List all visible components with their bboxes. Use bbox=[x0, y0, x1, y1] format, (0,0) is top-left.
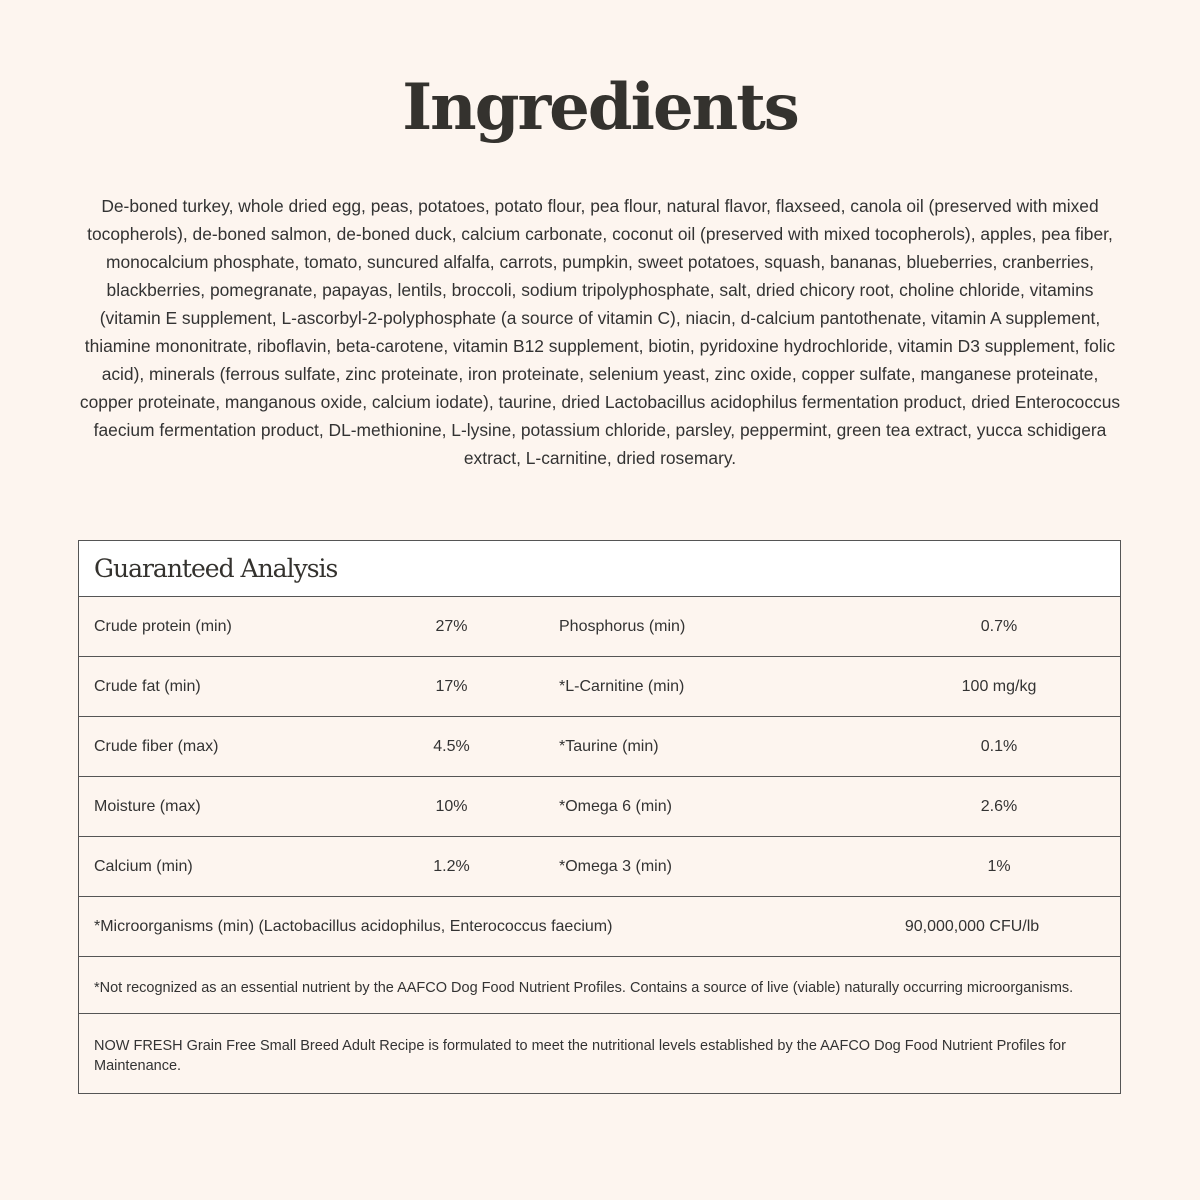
nutrient-label: Crude protein (min) bbox=[94, 617, 232, 635]
guaranteed-analysis-table: Guaranteed Analysis Crude protein (min) 2… bbox=[78, 540, 1121, 1094]
nutrient-value: 1.2% bbox=[433, 857, 470, 875]
table-title: Guaranteed Analysis bbox=[79, 541, 1120, 597]
nutrient-label: *Omega 6 (min) bbox=[559, 797, 672, 815]
nutrient-value: 4.5% bbox=[433, 737, 470, 755]
footnote: *Not recognized as an essential nutrient… bbox=[79, 957, 1120, 1014]
nutrient-label: Crude fiber (max) bbox=[94, 737, 219, 755]
nutrient-label: *L-Carnitine (min) bbox=[559, 677, 685, 695]
row-value: 90,000,000 CFU/lb bbox=[904, 917, 1040, 935]
table-row-microorganisms: *Microorganisms (min) (Lactobacillus aci… bbox=[79, 897, 1120, 957]
table-row: Crude fat (min) 17% *L-Carnitine (min) 100 … bbox=[79, 657, 1120, 717]
table-row: Crude protein (min) 27% Phosphorus (min) 0.… bbox=[79, 597, 1120, 657]
table-row: Moisture (max) 10% *Omega 6 (min) 2.6% bbox=[79, 777, 1120, 837]
nutrient-value: 2.6% bbox=[980, 797, 1018, 815]
nutrient-value: 10% bbox=[435, 797, 468, 815]
table-row: Crude fiber (max) 4.5% *Taurine (min) 0.1% bbox=[79, 717, 1120, 777]
table-row: Calcium (min) 1.2% *Omega 3 (min) 1% bbox=[79, 837, 1120, 897]
aafco-statement: NOW FRESH Grain Free Small Breed Adult R… bbox=[94, 1038, 1066, 1074]
nutrient-value: 17% bbox=[435, 677, 468, 695]
nutrient-value: 100 mg/kg bbox=[961, 677, 1037, 695]
nutrient-value: 0.7% bbox=[980, 617, 1018, 635]
nutrient-value: 27% bbox=[435, 617, 468, 635]
nutrient-label: Calcium (min) bbox=[94, 857, 193, 875]
page-title: Ingredients bbox=[402, 70, 800, 145]
nutrient-label: Moisture (max) bbox=[94, 797, 201, 815]
ingredients-list: De-boned turkey, whole dried egg, peas, … bbox=[79, 196, 1121, 468]
nutrient-value: 1% bbox=[987, 857, 1011, 875]
nutrient-label: *Taurine (min) bbox=[559, 737, 659, 755]
nutrient-label: *Omega 3 (min) bbox=[559, 857, 672, 875]
nutrient-value: 0.1% bbox=[980, 737, 1018, 755]
nutrient-label: Crude fat (min) bbox=[94, 677, 201, 695]
nutrient-label: Phosphorus (min) bbox=[559, 617, 686, 635]
row-label: *Microorganisms (min) (Lactobacillus aci… bbox=[94, 917, 613, 935]
